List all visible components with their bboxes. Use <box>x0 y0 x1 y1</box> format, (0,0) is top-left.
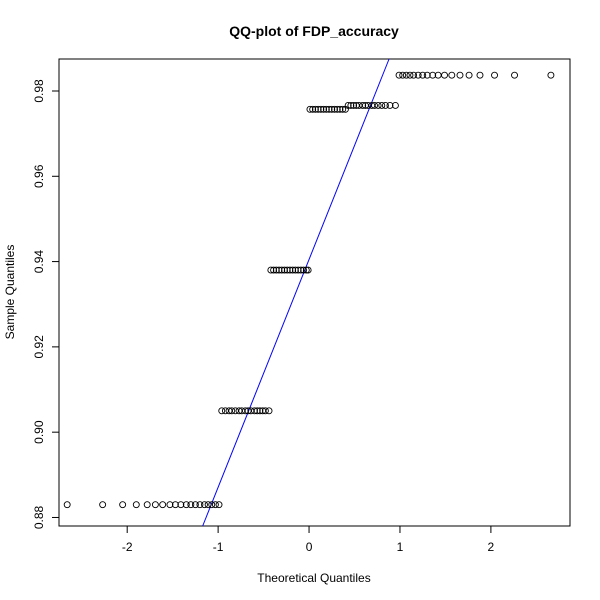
data-point <box>144 502 150 508</box>
data-point <box>266 408 272 414</box>
data-point <box>492 72 498 78</box>
x-tick-label: -2 <box>122 540 133 554</box>
y-axis-label: Sample Quantiles <box>3 245 17 340</box>
data-point <box>64 502 70 508</box>
qq-reference-line <box>203 59 389 526</box>
y-axis: 0.88 0.90 0.92 0.94 0.96 0.98 <box>32 79 59 529</box>
plot-frame <box>59 59 570 526</box>
data-point <box>512 72 518 78</box>
chart-title: QQ-plot of FDP_accuracy <box>229 23 399 39</box>
data-point <box>548 72 554 78</box>
x-axis: -2 -1 0 1 2 <box>122 526 495 554</box>
data-point <box>457 72 463 78</box>
data-point <box>133 502 139 508</box>
data-point <box>160 502 166 508</box>
data-point <box>216 502 222 508</box>
x-tick-label: 2 <box>488 540 495 554</box>
x-tick-label: 0 <box>306 540 313 554</box>
data-point <box>466 72 472 78</box>
x-axis-label: Theoretical Quantiles <box>257 571 370 585</box>
data-point <box>477 72 483 78</box>
reference-line-group <box>203 59 389 526</box>
data-points <box>64 72 554 507</box>
y-tick-label: 0.92 <box>32 335 46 359</box>
y-tick-label: 0.88 <box>32 505 46 529</box>
data-point <box>100 502 106 508</box>
y-tick-label: 0.94 <box>32 250 46 274</box>
data-point <box>442 72 448 78</box>
y-tick-label: 0.90 <box>32 420 46 444</box>
y-tick-label: 0.98 <box>32 79 46 103</box>
data-point <box>120 502 126 508</box>
x-tick-label: -1 <box>213 540 224 554</box>
data-point <box>449 72 455 78</box>
y-tick-label: 0.96 <box>32 164 46 188</box>
x-tick-label: 1 <box>397 540 404 554</box>
data-point <box>152 502 158 508</box>
